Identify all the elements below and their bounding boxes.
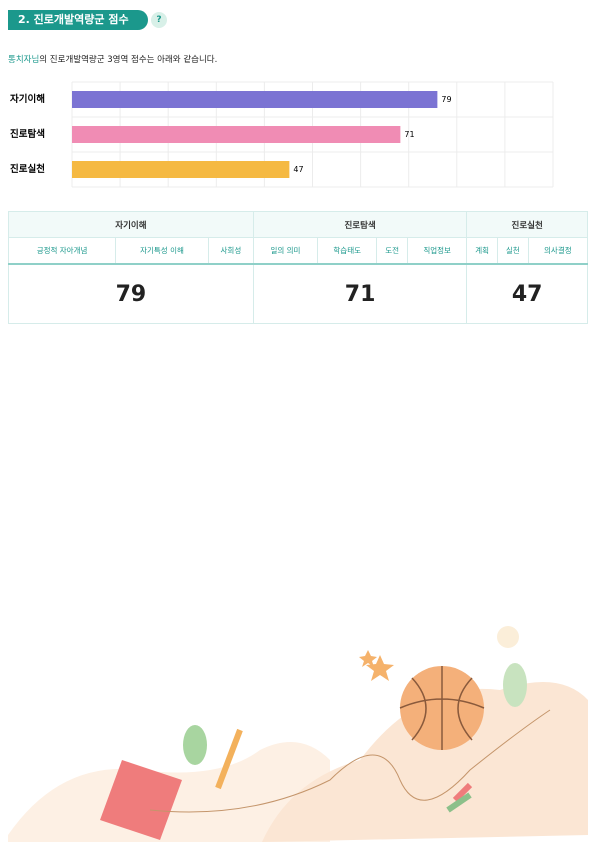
group-score: 71: [252, 263, 468, 324]
v-row: 79 71 47: [8, 263, 588, 324]
item-name: 실천: [496, 237, 529, 265]
item-name: 의사결정: [527, 237, 589, 265]
score-table: 자기이해 진로탐색 진로실천 긍정적 자아개념 자기특성 이해 사회성 일의 의미 학습태도 도…: [7, 211, 589, 324]
item-name: 일의 의미: [252, 237, 319, 265]
value-label: 71: [404, 130, 414, 139]
bar: [72, 161, 290, 178]
item-name: 학습태도: [317, 237, 378, 265]
item-name: 도전: [376, 237, 409, 265]
group-score: 79: [8, 263, 254, 324]
bar: [72, 126, 401, 143]
category-label: 진로실천: [10, 163, 45, 175]
category-label: 자기이해: [10, 93, 45, 105]
s-row: 긍정적 자아개념 자기특성 이해 사회성 일의 의미 학습태도 도전 직업정보 계획 실천 의사결…: [7, 237, 589, 265]
intro: 통치자님의 진로개발역량군 3영역 점수는 아래와 같습니다.: [8, 53, 217, 65]
item-name: 자기특성 이해: [115, 237, 209, 265]
group-name: 진로실천: [466, 211, 588, 238]
illustration: [8, 626, 588, 842]
group-name: 진로탐색: [252, 211, 468, 238]
group-score: 47: [466, 263, 588, 324]
bar-chart: 자기이해 79 진로탐색 71 진로실천 47: [10, 81, 554, 188]
item-name: 계획: [466, 237, 498, 265]
item-name: 긍정적 자아개념: [7, 237, 117, 265]
intro-text: 의 진로개발역량군 3영역 점수는 아래와 같습니다.: [39, 55, 218, 65]
item-name: 직업정보: [407, 237, 468, 265]
bar: [72, 91, 438, 108]
item-name: 사회성: [207, 237, 254, 265]
group-name: 자기이해: [8, 211, 254, 238]
student-name: 통치자님: [8, 55, 40, 65]
value-label: 79: [441, 95, 451, 104]
category-label: 진로탐색: [10, 128, 45, 140]
value-label: 47: [293, 165, 303, 174]
section-title: 2. 진로개발역량군 점수: [8, 10, 148, 30]
g-row: 자기이해 진로탐색 진로실천: [8, 211, 588, 238]
help-icon[interactable]: ?: [151, 12, 167, 28]
